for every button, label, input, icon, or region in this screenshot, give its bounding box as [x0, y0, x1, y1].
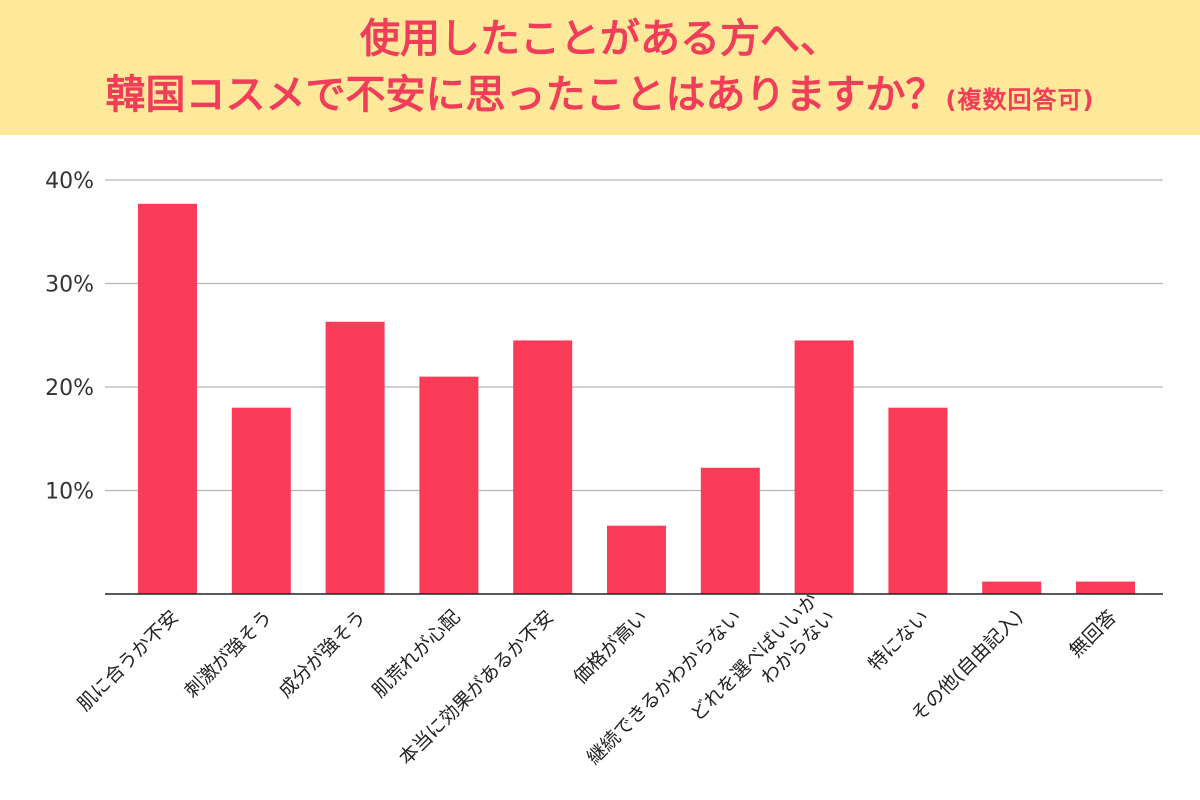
bar — [607, 525, 666, 594]
bar — [231, 407, 291, 594]
chart-title-note: (複数回答可) — [945, 86, 1095, 114]
bar — [513, 340, 573, 594]
bar — [982, 581, 1042, 594]
y-tick-label: 20% — [45, 376, 94, 401]
bar — [325, 321, 385, 594]
bar — [794, 340, 854, 594]
chart-title-main: 韓国コスメで不安に思ったことはありますか？ — [105, 72, 946, 118]
x-tick-label: 肌荒れが心配 — [368, 606, 464, 702]
bar — [1076, 581, 1135, 594]
title-band: 使用したことがある方へ、 韓国コスメで不安に思ったことはありますか？(複数回答可… — [0, 0, 1200, 135]
bar — [700, 467, 760, 594]
y-tick-label: 30% — [45, 273, 94, 298]
chart-title-line1: 使用したことがある方へ、 — [360, 16, 840, 62]
bar — [888, 407, 948, 594]
x-tick-label: 本当に効果があるか不安 — [395, 606, 558, 769]
y-tick-label: 40% — [45, 169, 94, 194]
chart-title-line2: 韓国コスメで不安に思ったことはありますか？(複数回答可) — [0, 70, 1200, 125]
y-tick-label: 10% — [45, 480, 94, 505]
x-tick-label: どれを選べばいいかわからない — [686, 589, 839, 742]
bar — [138, 203, 197, 594]
bar — [419, 376, 479, 594]
x-tick-label: 価格が高い — [569, 606, 652, 689]
x-tick-label: 刺激が強そう — [181, 606, 277, 702]
x-tick-label: 無回答 — [1065, 606, 1121, 662]
x-tick-label: 特にない — [864, 606, 933, 675]
x-tick-label: 肌に合うか不安 — [73, 606, 183, 716]
bar-chart: 10% 20% 30% 40% 肌に合うか不安刺激が強そう成分が強そう肌荒れが心配本当に… — [45, 169, 1163, 769]
x-tick-label: 成分が強そう — [274, 606, 370, 702]
